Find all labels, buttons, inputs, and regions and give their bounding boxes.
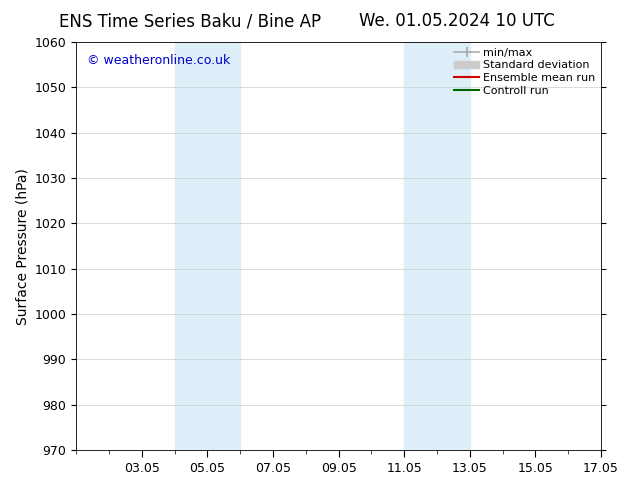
Y-axis label: Surface Pressure (hPa): Surface Pressure (hPa) [15,168,29,324]
Bar [404,42,470,450]
Text: We. 01.05.2024 10 UTC: We. 01.05.2024 10 UTC [359,12,554,30]
Text: ENS Time Series Baku / Bine AP: ENS Time Series Baku / Bine AP [59,12,321,30]
Bar [174,42,240,450]
Legend: min/max, Standard deviation, Ensemble mean run, Controll run: min/max, Standard deviation, Ensemble me… [451,44,599,99]
Text: © weatheronline.co.uk: © weatheronline.co.uk [87,54,230,67]
